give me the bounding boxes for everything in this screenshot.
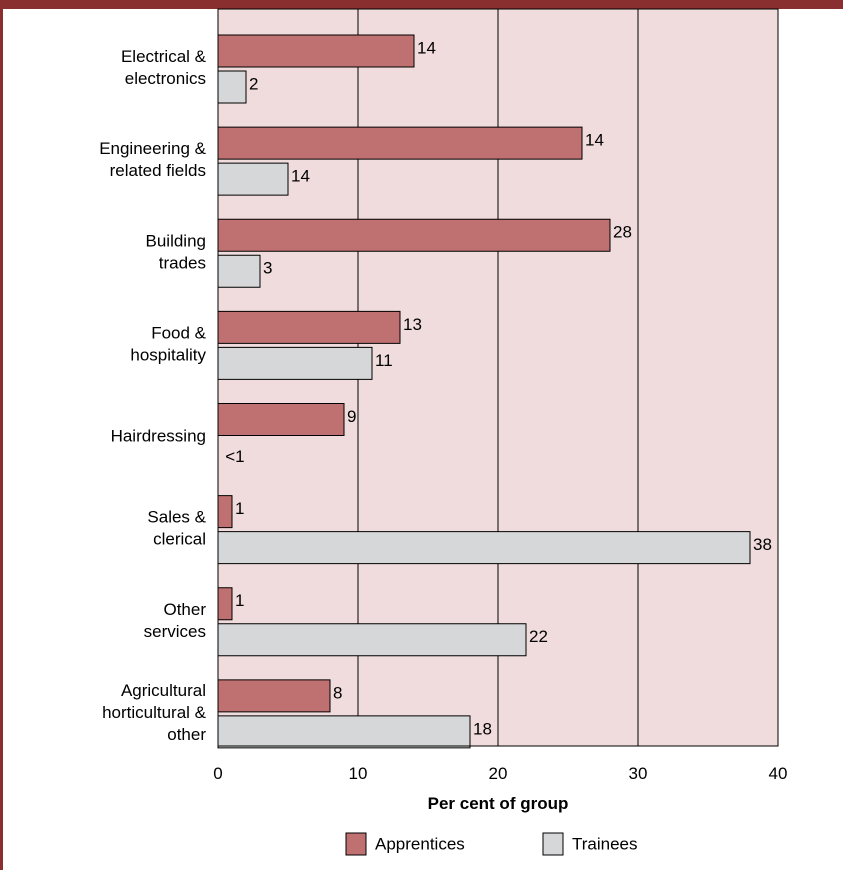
plot-frame <box>217 8 779 747</box>
x-tick-label: 40 <box>769 764 788 783</box>
category-label-line: services <box>144 622 206 641</box>
trainees-value-label: 22 <box>529 627 548 646</box>
category-label-line: Other <box>163 600 206 619</box>
apprentices-value-label: 9 <box>347 407 356 426</box>
apprentices-bar <box>217 218 611 252</box>
trainees-bar <box>217 623 527 657</box>
apprentices-bar <box>217 34 415 68</box>
apprentices-bar <box>217 403 345 436</box>
apprentices-value-label: 1 <box>235 591 244 610</box>
trainees-bar <box>217 162 289 196</box>
apprentices-bar <box>217 126 583 160</box>
trainees-bar <box>217 346 373 380</box>
category-label: Engineering & related fields <box>99 140 206 181</box>
apprentices-value-label: 14 <box>585 131 604 150</box>
apprentices-value-label: 8 <box>333 683 342 702</box>
category-label-line: horticultural & <box>102 703 207 722</box>
category-label-line: Sales & <box>147 508 206 527</box>
trainees-legend-label: Trainees <box>572 834 638 853</box>
bars: 14 2 14 14 28 3 13 11 9 <1 1 38 1 22 8 18 <box>217 34 772 749</box>
category-label: Food & hospitality <box>130 324 206 365</box>
x-axis-title: Per cent of group <box>428 794 569 813</box>
category-label-line: trades <box>159 254 206 273</box>
apprentices-legend-label: Apprentices <box>375 834 465 853</box>
x-tick-label: 30 <box>629 764 648 783</box>
category-label: Hairdressing <box>111 427 206 446</box>
legend: Apprentices Trainees <box>345 832 638 856</box>
category-label-line: Hairdressing <box>111 427 206 446</box>
category-label-line: Agricultural <box>121 681 206 700</box>
trainees-value-label: 18 <box>473 719 492 738</box>
category-label: Electrical & electronics <box>121 47 207 88</box>
trainees-value-label: <1 <box>225 447 244 466</box>
apprentices-value-label: 28 <box>613 223 632 242</box>
category-label-line: related fields <box>110 162 206 181</box>
category-label: Sales & clerical <box>147 508 206 549</box>
category-label: Agricultural horticultural & other <box>102 681 207 744</box>
category-label-line: Building <box>146 232 207 251</box>
category-label-line: Food & <box>151 324 206 343</box>
apprentices-bar <box>217 679 331 713</box>
trainees-value-label: 11 <box>375 351 393 370</box>
trainees-bar <box>217 531 751 565</box>
category-label-line: Electrical & <box>121 47 207 66</box>
apprentices-legend-swatch <box>345 832 367 856</box>
apprentices-value-label: 13 <box>403 315 422 334</box>
apprentices-value-label: 1 <box>235 499 244 518</box>
trainees-bar <box>217 715 471 749</box>
x-tick-label: 10 <box>349 764 368 783</box>
header-band <box>0 0 843 9</box>
apprentices-value-label: 14 <box>417 38 436 57</box>
apprentices-bar <box>217 587 233 621</box>
apprentices-bar <box>217 310 401 344</box>
trainees-value-label: 14 <box>291 167 310 186</box>
trainees-value-label: 38 <box>753 535 772 554</box>
category-label-line: electronics <box>125 69 206 88</box>
trainees-value-label: 3 <box>263 259 272 278</box>
trainees-value-label: 2 <box>249 74 258 93</box>
x-tick-label: 20 <box>489 764 508 783</box>
left-border <box>0 0 3 870</box>
category-label-line: hospitality <box>130 346 206 365</box>
apprentices-bar <box>217 495 233 529</box>
x-axis-ticks: 0 10 20 30 40 <box>213 764 787 783</box>
category-labels: Electrical & electronics Engineering & rela… <box>99 47 206 744</box>
category-label-line: Engineering & <box>99 140 206 159</box>
trainees-bar <box>217 70 247 104</box>
x-tick-label: 0 <box>213 764 222 783</box>
trainees-bar <box>217 254 261 288</box>
category-label-line: other <box>167 725 206 744</box>
category-label: Building trades <box>146 232 207 273</box>
category-label-line: clerical <box>153 530 206 549</box>
trainees-legend-swatch <box>542 832 564 856</box>
category-label: Other services <box>144 600 207 641</box>
